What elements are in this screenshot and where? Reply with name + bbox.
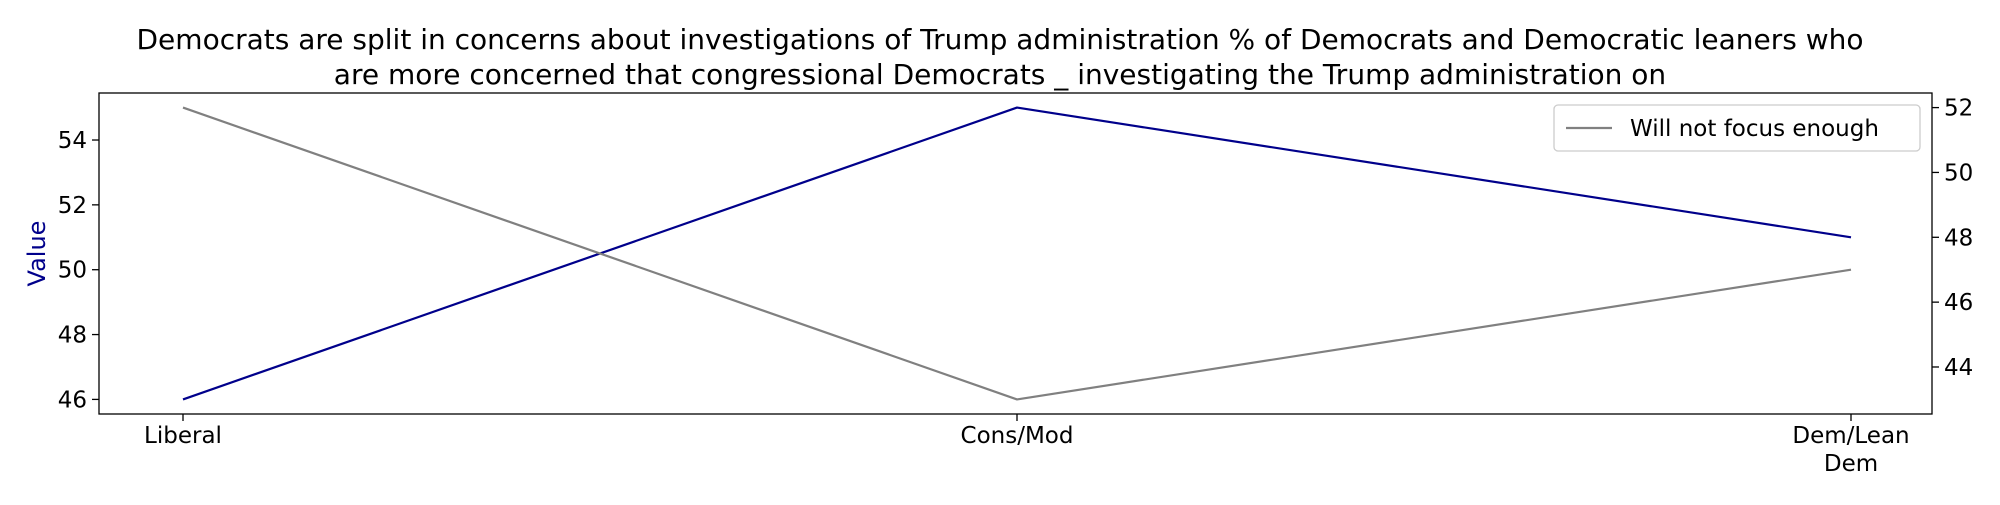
left-y-tick-label: 52	[58, 193, 87, 219]
right-y-tick-label: 46	[1944, 290, 1973, 316]
left-y-tick-label: 54	[58, 128, 87, 154]
right-y-tick-label: 48	[1944, 225, 1973, 251]
left-y-axis: 46 48 50 52 54 Value	[23, 128, 99, 413]
left-y-tick-label: 46	[58, 387, 87, 413]
right-y-tick-label: 44	[1944, 355, 1973, 381]
x-tick-label: Dem	[1824, 451, 1878, 477]
x-tick-label: Liberal	[144, 423, 222, 449]
right-y-axis: 44 46 48 50 52	[1932, 96, 1973, 381]
chart-title: Democrats are split in concerns about in…	[137, 23, 1864, 91]
x-tick-label: Dem/Lean	[1792, 423, 1909, 449]
chart-title-line: are more concerned that congressional De…	[334, 58, 1666, 91]
legend: Will not focus enough	[1554, 105, 1920, 151]
y-axis-label: Value	[23, 221, 51, 287]
right-y-tick-label: 52	[1944, 96, 1973, 122]
x-tick-label: Cons/Mod	[961, 423, 1074, 449]
chart-title-line: Democrats are split in concerns about in…	[137, 23, 1864, 56]
left-y-tick-label: 48	[58, 323, 87, 349]
left-y-tick-label: 50	[58, 258, 87, 284]
legend-label: Will not focus enough	[1630, 116, 1879, 142]
right-y-tick-label: 50	[1944, 160, 1973, 186]
